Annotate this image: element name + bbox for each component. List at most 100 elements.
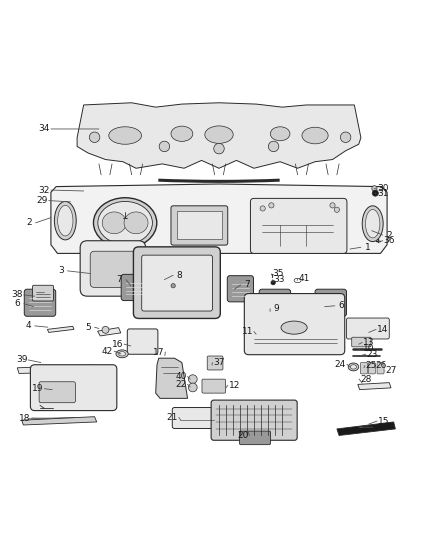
Circle shape bbox=[102, 326, 109, 333]
Ellipse shape bbox=[281, 321, 307, 334]
FancyBboxPatch shape bbox=[171, 206, 228, 245]
FancyBboxPatch shape bbox=[377, 362, 384, 374]
Text: 33: 33 bbox=[273, 275, 285, 284]
Text: 26: 26 bbox=[375, 361, 387, 370]
Text: 1: 1 bbox=[364, 243, 370, 252]
FancyBboxPatch shape bbox=[244, 294, 345, 354]
FancyBboxPatch shape bbox=[211, 400, 297, 440]
Text: 31: 31 bbox=[377, 189, 389, 198]
Text: 29: 29 bbox=[36, 196, 48, 205]
Text: 3: 3 bbox=[58, 266, 64, 276]
Text: 38: 38 bbox=[11, 290, 23, 300]
Ellipse shape bbox=[93, 198, 157, 248]
Ellipse shape bbox=[270, 127, 290, 141]
Text: 9: 9 bbox=[274, 304, 279, 313]
Ellipse shape bbox=[350, 365, 357, 369]
Text: 37: 37 bbox=[213, 358, 225, 367]
FancyBboxPatch shape bbox=[352, 337, 371, 347]
Text: 14: 14 bbox=[377, 325, 389, 334]
Text: 6: 6 bbox=[14, 299, 20, 308]
Text: 22: 22 bbox=[175, 380, 187, 389]
Circle shape bbox=[372, 185, 377, 191]
Text: 10: 10 bbox=[363, 344, 374, 353]
Ellipse shape bbox=[58, 205, 73, 236]
FancyBboxPatch shape bbox=[177, 212, 222, 239]
FancyBboxPatch shape bbox=[172, 408, 220, 429]
FancyBboxPatch shape bbox=[39, 382, 75, 403]
Ellipse shape bbox=[109, 127, 141, 144]
Text: 32: 32 bbox=[39, 185, 50, 195]
FancyBboxPatch shape bbox=[202, 379, 226, 393]
Text: 6: 6 bbox=[339, 301, 344, 310]
Circle shape bbox=[188, 375, 197, 384]
FancyBboxPatch shape bbox=[24, 289, 56, 316]
Text: 19: 19 bbox=[32, 384, 43, 393]
FancyBboxPatch shape bbox=[90, 251, 137, 287]
Text: 36: 36 bbox=[384, 236, 395, 245]
Text: 20: 20 bbox=[237, 431, 249, 440]
Ellipse shape bbox=[205, 126, 233, 143]
Ellipse shape bbox=[116, 350, 128, 358]
Ellipse shape bbox=[171, 126, 193, 141]
Circle shape bbox=[372, 190, 378, 196]
Text: ══════: ══════ bbox=[358, 426, 373, 430]
Ellipse shape bbox=[119, 352, 126, 356]
Circle shape bbox=[330, 203, 335, 208]
FancyBboxPatch shape bbox=[360, 362, 367, 374]
Circle shape bbox=[188, 383, 197, 392]
Text: 39: 39 bbox=[16, 356, 28, 365]
Text: 30: 30 bbox=[377, 184, 389, 193]
Text: 7: 7 bbox=[117, 275, 122, 284]
Text: 24: 24 bbox=[335, 360, 346, 369]
Ellipse shape bbox=[362, 206, 383, 241]
Ellipse shape bbox=[365, 209, 380, 238]
Text: 11: 11 bbox=[242, 327, 253, 336]
Circle shape bbox=[89, 132, 100, 142]
FancyBboxPatch shape bbox=[80, 241, 146, 296]
Polygon shape bbox=[337, 422, 396, 435]
Text: 25: 25 bbox=[366, 361, 377, 370]
FancyBboxPatch shape bbox=[227, 276, 254, 302]
Polygon shape bbox=[155, 358, 187, 398]
Polygon shape bbox=[98, 328, 121, 336]
Text: 8: 8 bbox=[177, 271, 183, 280]
Polygon shape bbox=[51, 184, 387, 253]
Text: 16: 16 bbox=[112, 340, 124, 349]
Ellipse shape bbox=[348, 363, 359, 371]
Text: 41: 41 bbox=[298, 274, 310, 283]
Ellipse shape bbox=[54, 201, 76, 240]
FancyBboxPatch shape bbox=[30, 365, 117, 410]
Ellipse shape bbox=[98, 201, 152, 244]
Text: 40: 40 bbox=[175, 372, 187, 381]
Ellipse shape bbox=[102, 212, 126, 234]
Text: 35: 35 bbox=[272, 269, 284, 278]
FancyBboxPatch shape bbox=[121, 274, 148, 301]
Ellipse shape bbox=[302, 127, 328, 144]
FancyBboxPatch shape bbox=[142, 255, 212, 311]
FancyBboxPatch shape bbox=[315, 289, 346, 316]
Circle shape bbox=[260, 206, 265, 211]
Text: 7: 7 bbox=[244, 280, 250, 289]
FancyBboxPatch shape bbox=[368, 362, 375, 374]
Text: 18: 18 bbox=[19, 414, 31, 423]
FancyBboxPatch shape bbox=[251, 198, 347, 253]
Circle shape bbox=[214, 143, 224, 154]
FancyBboxPatch shape bbox=[134, 247, 220, 318]
Text: 34: 34 bbox=[39, 125, 50, 133]
Text: 23: 23 bbox=[367, 350, 378, 359]
FancyBboxPatch shape bbox=[127, 329, 158, 354]
Circle shape bbox=[268, 141, 279, 152]
FancyBboxPatch shape bbox=[207, 356, 223, 370]
FancyBboxPatch shape bbox=[32, 285, 53, 301]
Text: 21: 21 bbox=[166, 413, 178, 422]
Circle shape bbox=[340, 132, 351, 142]
Polygon shape bbox=[47, 326, 74, 333]
Polygon shape bbox=[358, 383, 391, 390]
Circle shape bbox=[271, 280, 276, 285]
Polygon shape bbox=[21, 417, 97, 425]
Text: 12: 12 bbox=[229, 381, 240, 390]
Text: 27: 27 bbox=[386, 366, 397, 375]
Polygon shape bbox=[77, 103, 361, 168]
Circle shape bbox=[159, 141, 170, 152]
Text: 13: 13 bbox=[363, 338, 374, 347]
